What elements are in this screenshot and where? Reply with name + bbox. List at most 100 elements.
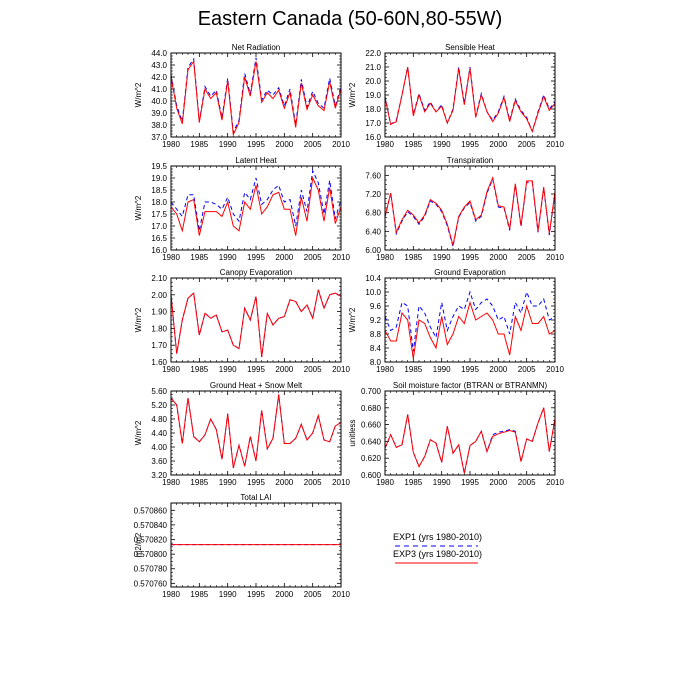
x-tick-label: 2010 [546, 365, 564, 374]
y-tick-label: 8.4 [370, 344, 382, 353]
x-tick-label: 2000 [275, 478, 293, 487]
y-tick-label: 7.20 [365, 190, 381, 199]
plot-frame [170, 390, 342, 476]
x-tick-label: 1980 [162, 253, 180, 262]
y-tick-label: 3.60 [151, 457, 167, 466]
series-line-exp1 [384, 66, 556, 133]
x-tick-label: 2000 [489, 365, 507, 374]
y-axis-label: W/m^2 [134, 82, 143, 107]
legend: EXP1 (yrs 1980-2010) EXP3 (yrs 1980-2010) [393, 532, 482, 564]
x-tick-label: 1980 [376, 253, 394, 262]
y-tick-label: 0.570800 [134, 550, 168, 559]
y-tick-label: 17.0 [365, 119, 381, 128]
panel-2: Sensible Heat 16.0 17.0 18.0 19.0 20.0 21.0 22.… [348, 43, 564, 149]
x-tick-label: 2010 [332, 590, 350, 599]
x-tick-label: 2005 [518, 365, 536, 374]
y-tick-label: 17.5 [151, 210, 167, 219]
panel-1: Net Radiation 37.0 38.0 39.0 40.0 41.0 42.0 43.… [134, 43, 350, 149]
y-axis-label: W/m^2 [348, 307, 357, 332]
y-tick-label: 1.90 [151, 308, 167, 317]
y-tick-label: 1.70 [151, 341, 167, 350]
panel-title: Ground Evaporation [434, 268, 506, 277]
x-tick-label: 2000 [275, 590, 293, 599]
series-line-exp3 [384, 175, 556, 246]
panel-title: Ground Heat + Snow Melt [210, 381, 303, 390]
x-tick-label: 1995 [461, 478, 479, 487]
y-axis-label: W/m^2 [134, 420, 143, 445]
x-tick-label: 1985 [190, 253, 208, 262]
y-tick-label: 20.0 [365, 77, 381, 86]
y-tick-label: 16.5 [151, 234, 167, 243]
y-tick-label: 0.640 [361, 437, 382, 446]
y-tick-label: 4.00 [151, 443, 167, 452]
y-tick-label: 6.80 [365, 209, 381, 218]
plot-frame [384, 52, 556, 138]
y-tick-label: 38.0 [151, 121, 167, 130]
y-tick-label: 44.0 [151, 49, 167, 58]
panel-7: Ground Heat + Snow Melt 3.20 3.60 4.00 4.40 4… [134, 381, 350, 487]
y-tick-label: 39.0 [151, 109, 167, 118]
x-tick-label: 1995 [247, 365, 265, 374]
x-tick-label: 1995 [461, 365, 479, 374]
x-tick-label: 1990 [433, 365, 451, 374]
y-tick-label: 4.80 [151, 415, 167, 424]
series-line-exp3 [170, 289, 342, 358]
plot-frame [170, 165, 342, 251]
series-line-exp1 [170, 169, 342, 231]
x-tick-label: 1995 [247, 253, 265, 262]
x-tick-label: 2005 [518, 253, 536, 262]
x-tick-label: 1990 [219, 140, 237, 149]
x-tick-label: 1990 [219, 365, 237, 374]
x-tick-label: 2010 [546, 140, 564, 149]
y-tick-label: 18.5 [151, 186, 167, 195]
y-tick-label: 0.700 [361, 387, 382, 396]
y-tick-label: 3.20 [151, 471, 167, 480]
y-axis-label: W/m^2 [134, 195, 143, 220]
y-tick-label: 6.40 [365, 227, 381, 236]
x-tick-label: 2010 [332, 478, 350, 487]
panel-title: Transpiration [447, 156, 493, 165]
series-line-exp1 [384, 290, 556, 352]
x-tick-label: 2005 [518, 478, 536, 487]
y-axis-label: W/m^2 [348, 82, 357, 107]
x-tick-label: 1995 [247, 478, 265, 487]
panel-5: Canopy Evaporation 1.60 1.70 1.80 1.90 2.00 2.… [134, 268, 350, 374]
y-tick-label: 0.570780 [134, 565, 168, 574]
x-tick-label: 1980 [376, 478, 394, 487]
x-tick-label: 2000 [489, 253, 507, 262]
y-tick-label: 6.00 [365, 246, 381, 255]
panel-title: Latent Heat [235, 156, 277, 165]
x-tick-label: 1985 [190, 478, 208, 487]
panel-title: Net Radiation [232, 43, 280, 52]
y-tick-label: 19.5 [151, 162, 167, 171]
y-tick-label: 8.8 [370, 330, 382, 339]
panel-9: Total LAI 0.570760 0.570780 0.570800 0.57082… [134, 493, 351, 599]
x-tick-label: 2005 [304, 140, 322, 149]
x-tick-label: 1980 [162, 478, 180, 487]
x-tick-label: 1990 [433, 140, 451, 149]
x-tick-label: 2000 [489, 478, 507, 487]
y-tick-label: 41.0 [151, 85, 167, 94]
y-tick-label: 18.0 [365, 105, 381, 114]
plot-frame [170, 52, 342, 138]
y-tick-label: 0.600 [361, 471, 382, 480]
plot-frame [384, 277, 556, 363]
x-tick-label: 1990 [219, 253, 237, 262]
y-tick-label: 22.0 [365, 49, 381, 58]
panel-title: Soil moisture factor (BTRAN or BTRANMN) [393, 381, 548, 390]
x-tick-label: 2010 [332, 253, 350, 262]
y-tick-label: 37.0 [151, 133, 167, 142]
figure-title: Eastern Canada (50-60N,80-55W) [197, 8, 503, 30]
x-tick-label: 1990 [433, 253, 451, 262]
plot-frame [170, 502, 342, 588]
x-tick-label: 1980 [376, 140, 394, 149]
x-tick-label: 1980 [162, 365, 180, 374]
x-tick-label: 2000 [275, 253, 293, 262]
series-line-exp3 [170, 59, 342, 137]
x-tick-label: 2005 [304, 365, 322, 374]
x-tick-label: 1995 [461, 253, 479, 262]
x-tick-label: 1995 [461, 140, 479, 149]
y-tick-label: 5.20 [151, 401, 167, 410]
x-tick-label: 1990 [219, 590, 237, 599]
